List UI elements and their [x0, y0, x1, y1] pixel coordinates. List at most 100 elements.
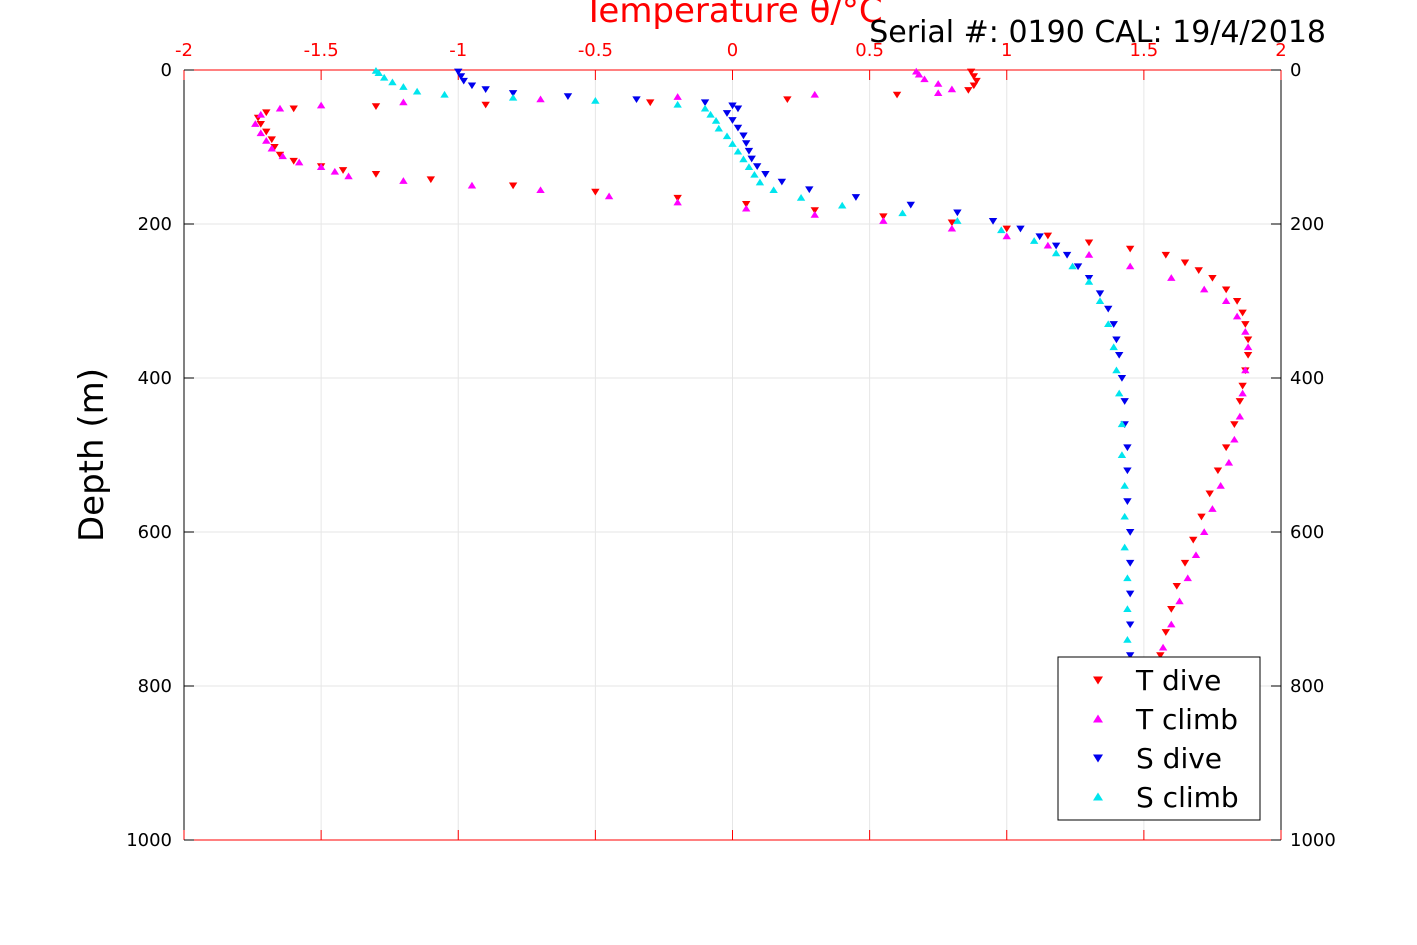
- point-s-climb: [673, 100, 682, 108]
- point-s-climb: [700, 104, 710, 112]
- point-s-dive: [1062, 251, 1072, 259]
- point-t-climb: [316, 163, 326, 170]
- point-s-climb: [1123, 636, 1132, 643]
- point-s-dive: [1123, 467, 1132, 475]
- point-s-dive: [563, 93, 573, 100]
- point-t-climb: [267, 144, 276, 152]
- point-t-climb: [1167, 620, 1176, 628]
- point-s-climb: [953, 217, 962, 224]
- y-tick-label-left: 1000: [126, 830, 172, 851]
- point-s-climb: [1114, 389, 1124, 397]
- point-t-dive: [1235, 398, 1245, 405]
- point-s-climb: [399, 83, 408, 90]
- point-t-climb: [399, 177, 408, 184]
- point-t-dive: [673, 194, 682, 202]
- point-s-dive: [733, 124, 743, 132]
- point-s-climb: [1109, 343, 1118, 351]
- legend-s-climb-label: S climb: [1136, 781, 1239, 814]
- point-s-dive: [728, 117, 737, 124]
- point-t-climb: [1183, 574, 1192, 582]
- point-t-dive: [591, 188, 600, 196]
- point-t-dive: [1213, 467, 1223, 475]
- point-t-climb: [1167, 274, 1176, 281]
- point-t-dive: [508, 182, 518, 190]
- point-t-dive: [947, 219, 957, 227]
- point-s-dive: [456, 73, 466, 80]
- point-t-dive: [1232, 298, 1242, 305]
- point-t-climb: [251, 120, 260, 127]
- serial-annotation: Serial #: 0190 CAL: 19/4/2018: [869, 15, 1326, 50]
- point-t-dive: [289, 105, 298, 113]
- point-t-dive: [262, 128, 271, 136]
- point-s-climb: [1095, 297, 1105, 304]
- point-s-climb: [733, 147, 743, 155]
- point-t-dive: [810, 207, 819, 214]
- point-s-climb: [508, 93, 518, 101]
- point-t-dive: [1230, 421, 1239, 428]
- point-s-dive: [851, 194, 861, 201]
- point-s-climb: [1104, 320, 1113, 328]
- point-t-dive: [783, 96, 792, 104]
- point-s-climb: [1123, 574, 1132, 582]
- point-s-climb: [1112, 366, 1121, 374]
- point-s-dive: [1035, 233, 1044, 241]
- point-s-dive: [1125, 590, 1135, 598]
- point-t-climb: [1230, 435, 1239, 443]
- point-s-dive: [1095, 290, 1105, 298]
- point-s-climb: [706, 110, 715, 118]
- point-t-climb: [316, 101, 326, 109]
- point-s-dive: [722, 110, 732, 117]
- point-s-climb: [1120, 482, 1129, 489]
- y-tick-label-left: 400: [138, 368, 172, 389]
- point-s-dive: [906, 201, 915, 209]
- point-t-climb: [1208, 505, 1217, 512]
- point-t-climb: [1002, 232, 1011, 240]
- point-s-dive: [733, 105, 743, 113]
- point-t-climb: [604, 192, 614, 200]
- point-t-climb: [1191, 551, 1201, 559]
- point-t-dive: [270, 144, 279, 151]
- y-tick-label-right: 600: [1290, 522, 1324, 543]
- point-s-climb: [1029, 237, 1039, 244]
- legend-t-climb-label: T climb: [1135, 703, 1238, 736]
- point-t-dive: [646, 99, 655, 107]
- point-t-dive: [275, 151, 285, 159]
- point-s-climb: [591, 97, 600, 104]
- point-t-climb: [1232, 312, 1242, 320]
- point-t-dive: [964, 87, 973, 94]
- y-tick-label-left: 200: [138, 214, 172, 235]
- point-s-dive: [739, 132, 748, 140]
- point-s-dive: [481, 86, 490, 94]
- point-t-dive: [262, 109, 271, 117]
- y-axis-title: Depth (m): [72, 368, 112, 542]
- point-t-climb: [1238, 389, 1247, 397]
- y-tick-label-left: 0: [161, 60, 172, 81]
- point-s-dive: [728, 102, 737, 110]
- point-t-climb: [1125, 262, 1135, 270]
- x-tick-label: -1.5: [304, 40, 339, 61]
- point-s-climb: [440, 90, 449, 98]
- point-t-climb: [1200, 528, 1209, 535]
- point-s-dive: [1120, 398, 1129, 405]
- point-s-dive: [1125, 621, 1135, 629]
- x-tick-label: 1: [1001, 40, 1012, 61]
- point-t-dive: [1180, 259, 1190, 267]
- y-tick-label-left: 600: [138, 522, 172, 543]
- point-t-climb: [1084, 251, 1094, 258]
- point-t-climb: [467, 181, 477, 189]
- legend-s-dive-label: S dive: [1136, 742, 1222, 775]
- point-s-climb: [728, 140, 737, 147]
- point-t-climb: [1175, 597, 1184, 605]
- point-s-dive: [744, 147, 754, 155]
- point-t-climb: [294, 158, 304, 166]
- point-t-dive: [742, 201, 751, 208]
- point-t-dive: [969, 82, 979, 90]
- point-s-climb: [739, 155, 748, 163]
- point-t-dive: [1172, 582, 1181, 590]
- point-t-climb: [1224, 458, 1234, 466]
- y-tick-label-right: 0: [1290, 60, 1301, 81]
- point-s-climb: [1120, 512, 1129, 520]
- point-t-dive: [1243, 351, 1253, 359]
- point-t-climb: [933, 89, 943, 97]
